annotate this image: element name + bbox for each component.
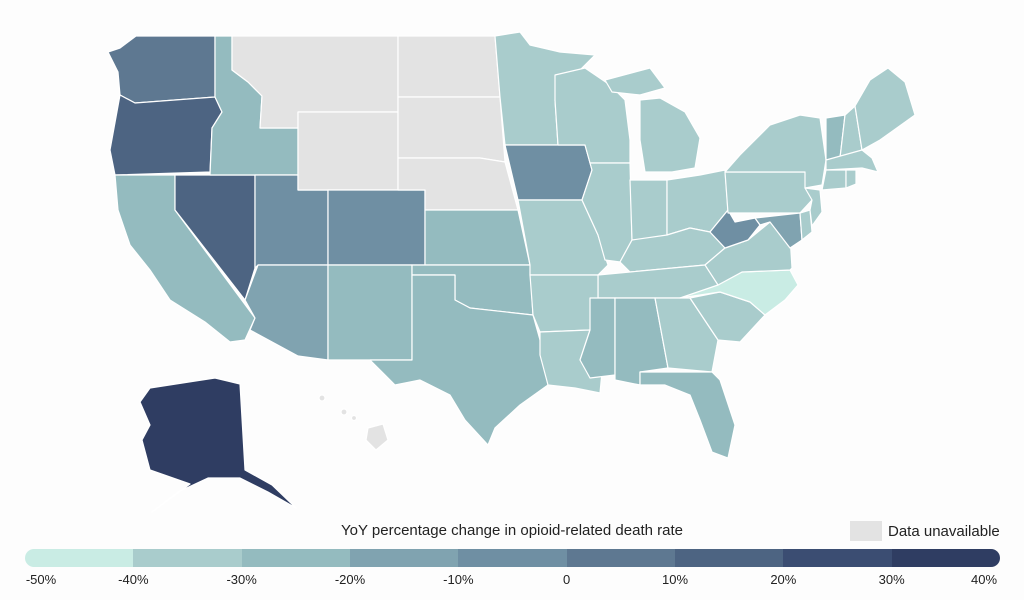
legend-title: YoY percentage change in opioid-related …	[341, 522, 683, 539]
state-ME[interactable]	[854, 67, 916, 151]
color-scale-tick-label: 0	[563, 572, 571, 587]
state-AZ[interactable]	[244, 264, 329, 361]
state-DE[interactable]	[799, 209, 813, 241]
state-NM[interactable]	[327, 264, 413, 361]
state-PA[interactable]	[724, 171, 813, 214]
color-scale-tick-label: 10%	[661, 572, 689, 587]
state-HI[interactable]	[318, 394, 389, 451]
state-IA[interactable]	[504, 144, 593, 201]
state-NJ[interactable]	[804, 187, 823, 227]
state-AK[interactable]	[139, 377, 297, 513]
color-scale-tick-label: -20%	[334, 572, 366, 587]
color-scale-segment	[349, 549, 459, 567]
color-scale-tick-label: -30%	[226, 572, 257, 587]
state-ND[interactable]	[397, 35, 501, 98]
color-scale-segment	[674, 549, 784, 567]
color-scale-tick-label: 40%	[970, 572, 998, 587]
state-OR[interactable]	[109, 94, 223, 176]
state-CO[interactable]	[327, 189, 426, 266]
data-unavailable-swatch	[850, 521, 882, 541]
color-scale-tick-label: 30%	[878, 572, 905, 587]
state-FL[interactable]	[639, 371, 736, 459]
state-TX[interactable]	[369, 274, 549, 446]
data-unavailable-legend: Data unavailable	[850, 521, 1000, 541]
color-scale-bar	[25, 549, 1000, 567]
state-WA[interactable]	[107, 35, 216, 104]
color-scale-tick-label: -10%	[443, 572, 474, 587]
state-RI[interactable]	[845, 169, 857, 189]
state-SD[interactable]	[397, 96, 506, 163]
color-scale-segment	[133, 549, 242, 567]
color-scale-tick-label: -40%	[118, 572, 149, 587]
state-MI[interactable]	[604, 67, 701, 173]
color-scale-tick-label: 20%	[770, 572, 797, 587]
state-KS[interactable]	[424, 209, 531, 266]
state-NY[interactable]	[724, 114, 827, 189]
state-WY[interactable]	[297, 111, 399, 191]
color-scale-tick-label: -50%	[25, 572, 57, 587]
color-scale-segment	[241, 549, 350, 567]
color-scale-segment	[566, 549, 675, 567]
state-AR[interactable]	[529, 274, 599, 333]
color-scale-segment	[25, 549, 134, 567]
color-scale-segment	[891, 549, 1000, 567]
state-CT[interactable]	[821, 169, 847, 191]
color-scale-segment	[458, 549, 567, 567]
color-scale-segment	[783, 549, 892, 567]
data-unavailable-label: Data unavailable	[888, 522, 1000, 540]
